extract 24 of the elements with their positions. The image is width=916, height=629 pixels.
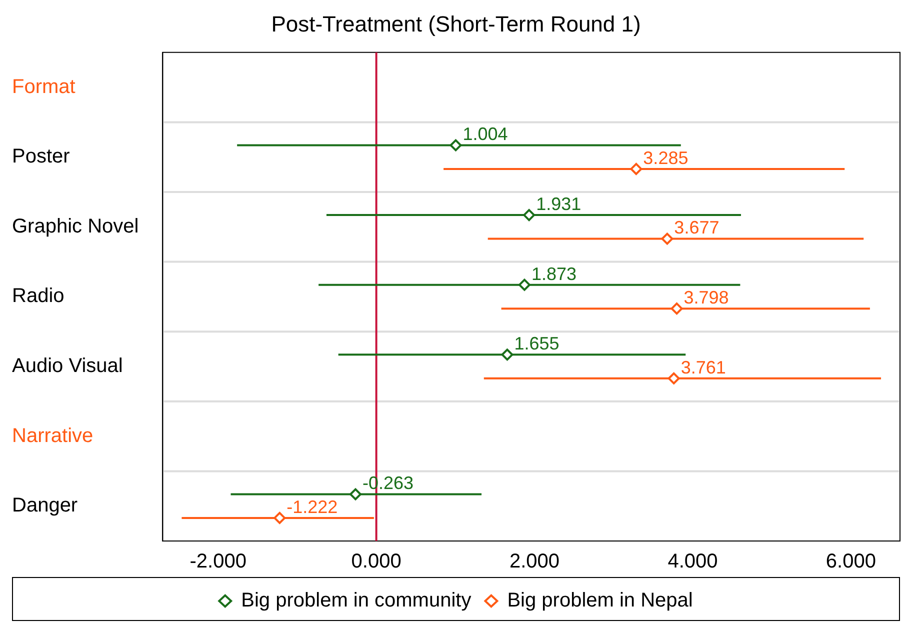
data-label: 1.004 [462,124,508,144]
y-tick-label: Narrative [12,424,94,447]
x-tick-label: -2.000 [190,550,246,573]
y-tick-label: Radio [12,285,64,308]
y-tick-label: Danger [12,494,78,517]
chart-title: Post-Treatment (Short-Term Round 1) [271,11,641,36]
data-label: 1.873 [531,264,577,284]
data-label: -1.222 [286,496,338,517]
y-tick-label: Poster [12,146,70,168]
data-label: 3.285 [643,148,688,168]
legend-label: Big problem in Nepal [507,590,693,612]
y-tick-label: Format [12,76,76,98]
x-tick-label: 4.000 [668,550,718,573]
data-label: 1.931 [536,194,582,214]
data-label: 1.655 [514,334,560,354]
data-label: 3.798 [684,288,729,308]
data-label: 3.761 [680,357,726,378]
y-tick-label: Audio Visual [12,355,123,378]
legend-label: Big problem in community [241,590,472,612]
data-label: 3.677 [674,218,720,238]
x-tick-label: 6.000 [826,550,876,573]
x-tick-label: 0.000 [351,550,402,573]
y-tick-label: Graphic Novel [12,215,139,238]
x-tick-label: 2.000 [509,550,560,573]
